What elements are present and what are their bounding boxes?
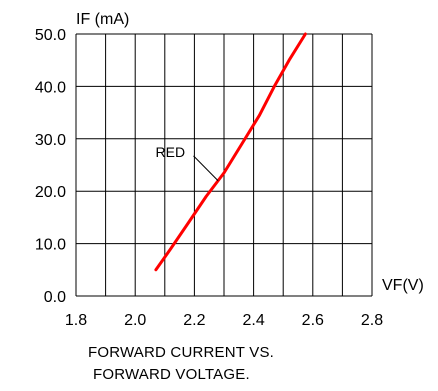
x-tick-labels: 1.8 2.0 2.2 2.4 2.6 2.8 xyxy=(65,312,383,329)
caption-line-2: FORWARD VOLTAGE. xyxy=(93,366,250,383)
chart-grid xyxy=(75,33,373,297)
y-tick-labels: 0.0 10.0 20.0 30.0 40.0 50.0 xyxy=(35,27,66,306)
annotation-leader-line xyxy=(193,155,219,182)
chart-series xyxy=(154,32,307,272)
x-axis-label: VF(V) xyxy=(382,277,424,294)
x-tick-label: 1.8 xyxy=(65,312,87,329)
chart-svg: 1.8 2.0 2.2 2.4 2.6 2.8 0.0 10.0 20.0 30.0 40.0 50… xyxy=(35,11,424,329)
annotation-label: RED xyxy=(156,144,186,160)
y-tick-label: 50.0 xyxy=(35,27,66,44)
y-tick-label: 0.0 xyxy=(44,289,66,306)
y-tick-label: 40.0 xyxy=(35,79,66,96)
x-tick-label: 2.8 xyxy=(361,312,383,329)
chart-annotation: RED xyxy=(156,144,219,182)
caption-line-1: FORWARD CURRENT VS. xyxy=(88,344,275,361)
x-tick-label: 2.0 xyxy=(124,312,146,329)
series-line-red xyxy=(154,32,307,272)
x-tick-label: 2.2 xyxy=(183,312,205,329)
x-tick-label: 2.4 xyxy=(242,312,264,329)
y-tick-label: 30.0 xyxy=(35,132,66,149)
y-tick-label: 20.0 xyxy=(35,184,66,201)
y-axis-label: IF (mA) xyxy=(76,11,129,28)
y-tick-label: 10.0 xyxy=(35,237,66,254)
x-tick-label: 2.6 xyxy=(302,312,324,329)
